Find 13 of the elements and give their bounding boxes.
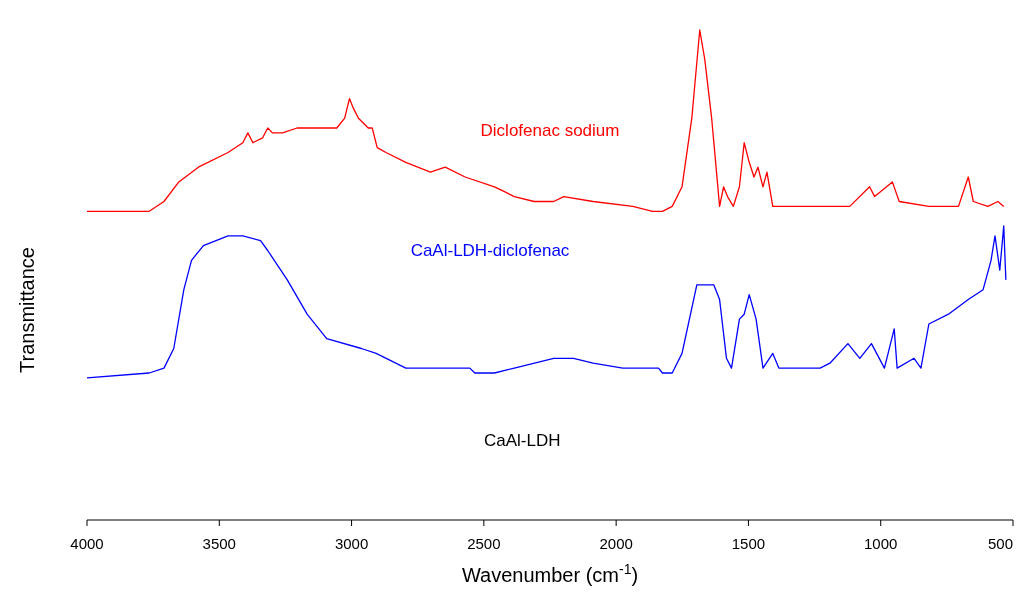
x-tick-label: 2500 xyxy=(467,535,501,552)
annotation: CaAl-LDH xyxy=(483,431,561,450)
x-tick-label: 2000 xyxy=(599,535,633,552)
x-axis-title: Wavenumber (cm$^{-1}$) xyxy=(461,561,639,586)
x-tick-label: 1500 xyxy=(731,535,766,552)
x-tick-label: 1000 xyxy=(864,535,898,552)
x-tick-label: 3000 xyxy=(334,535,369,552)
x-tick-label: 3500 xyxy=(202,535,236,552)
x-tick-label: 4000 xyxy=(70,535,104,552)
text: CaAl-LDH-diclofenac xyxy=(410,241,570,260)
y-axis-title: Transmittance xyxy=(16,247,38,373)
x-tick-label: 500 xyxy=(987,535,1013,552)
text: Diclofenac sodium xyxy=(480,121,620,140)
